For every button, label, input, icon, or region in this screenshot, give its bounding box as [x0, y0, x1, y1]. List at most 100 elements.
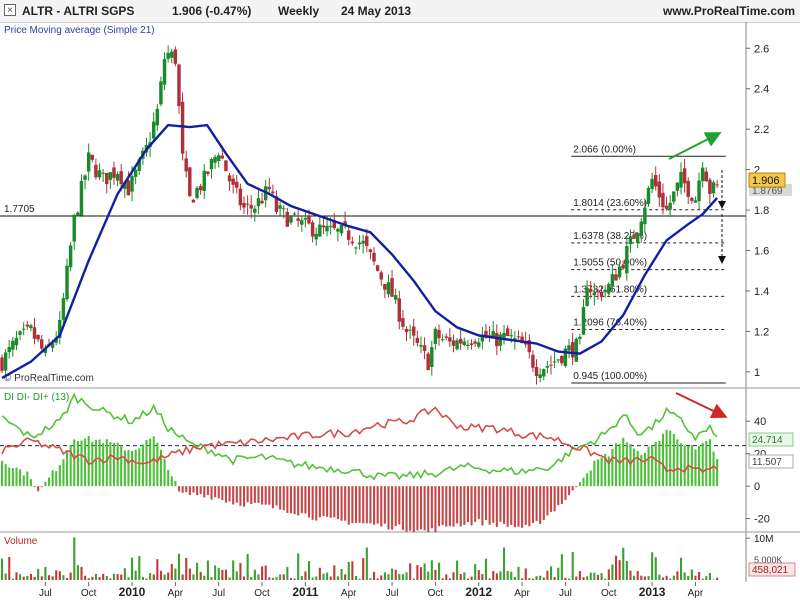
di-histogram-bar — [669, 430, 672, 487]
time-axis-label: 2012 — [465, 585, 492, 599]
di-histogram-bar — [524, 486, 527, 525]
di-histogram-bar — [214, 486, 217, 498]
candle-body — [213, 156, 217, 163]
di-histogram-bar — [430, 486, 433, 529]
volume-bar — [676, 571, 679, 580]
volume-bar — [181, 574, 184, 580]
volume-bar — [235, 571, 238, 580]
candle-body — [563, 348, 568, 367]
di-plus-line — [1, 392, 718, 481]
volume-bar — [409, 563, 412, 580]
volume-bar — [604, 578, 607, 580]
candle-body — [469, 343, 474, 345]
candle-body — [123, 182, 127, 189]
volume-bar — [423, 563, 426, 580]
volume-bar — [340, 568, 343, 580]
candle-body — [3, 352, 8, 371]
candle-body — [235, 181, 239, 188]
di-histogram-bar — [484, 486, 488, 521]
di-histogram-bar — [167, 469, 170, 487]
volume-bar — [159, 570, 163, 580]
di-histogram-bar — [354, 486, 358, 523]
volume-bar — [506, 571, 509, 580]
candle-body — [603, 289, 607, 293]
volume-bar — [445, 574, 448, 580]
di-histogram-bar — [188, 486, 191, 495]
di-histogram-bar — [253, 486, 256, 503]
volume-bar — [149, 573, 152, 580]
volume-bar — [4, 573, 7, 580]
di-histogram-bar — [607, 456, 610, 487]
volume-bar — [84, 575, 87, 580]
candle-body — [390, 278, 394, 297]
candle-body — [397, 298, 402, 322]
candle-body — [527, 340, 532, 353]
di-histogram-bar — [329, 486, 332, 518]
di-histogram-bar — [593, 460, 596, 487]
candle-body — [173, 49, 178, 64]
volume-bar — [289, 577, 293, 580]
candle-body — [332, 221, 336, 229]
volume-bar — [369, 578, 372, 580]
di-histogram-bar — [376, 486, 379, 524]
volume-bar — [246, 554, 249, 580]
candle-body — [231, 178, 235, 185]
close-icon[interactable]: × — [4, 4, 16, 16]
volume-bar — [336, 576, 339, 580]
di-histogram-bar — [582, 477, 585, 487]
di-histogram-bar — [84, 438, 87, 487]
candle-body — [480, 334, 485, 342]
candle-body — [180, 101, 185, 154]
candle-body — [614, 274, 618, 281]
candle-body — [177, 64, 181, 107]
candle-body — [653, 175, 658, 187]
volume-bar — [528, 578, 531, 580]
candle-body — [632, 234, 636, 239]
volume-bar — [474, 564, 477, 580]
candle-body — [245, 203, 250, 205]
volume-bar — [239, 563, 242, 580]
di-histogram-bar — [311, 486, 314, 520]
volume-bar — [549, 566, 553, 580]
di-histogram-bar — [170, 476, 173, 487]
volume-bar — [304, 571, 307, 580]
volume-bar — [1, 558, 4, 580]
volume-bar — [636, 571, 639, 580]
candle-body — [216, 155, 221, 162]
di-histogram-bar — [105, 439, 108, 487]
candle-body — [130, 176, 134, 192]
di-histogram-bar — [293, 486, 296, 515]
di-histogram-bar — [600, 457, 603, 487]
di-histogram-bar — [625, 442, 628, 487]
candle-body — [455, 340, 459, 350]
candle-body — [693, 200, 698, 203]
time-axis-label: 2013 — [639, 585, 666, 599]
candle-body — [97, 170, 102, 178]
candle-body — [350, 241, 355, 244]
candle-body — [679, 171, 683, 188]
di-histogram-bar — [333, 486, 336, 518]
di-histogram-bar — [261, 486, 264, 505]
di-histogram-bar — [401, 486, 404, 530]
volume-bar — [232, 560, 235, 580]
di-histogram-bar — [651, 444, 654, 487]
di-histogram-bar — [109, 442, 112, 487]
di-histogram-bar — [521, 486, 524, 528]
di-histogram-bar — [542, 486, 545, 521]
volume-bar — [228, 577, 231, 580]
volume-tag-box — [748, 562, 796, 577]
candle-body — [513, 338, 517, 340]
volume-bar — [416, 565, 419, 580]
candle-body — [567, 345, 571, 351]
candle-body — [610, 274, 615, 286]
volume-bar — [94, 573, 98, 580]
time-axis-label: Apr — [688, 588, 704, 599]
di-histogram-bar — [242, 486, 246, 507]
candle-body — [343, 221, 347, 226]
candle-body — [657, 181, 662, 198]
di-histogram-bar — [568, 486, 571, 496]
di-histogram-bar — [344, 486, 347, 521]
di-histogram-bar — [351, 486, 354, 524]
di-histogram-bar — [69, 445, 72, 487]
candle-body — [661, 192, 665, 208]
